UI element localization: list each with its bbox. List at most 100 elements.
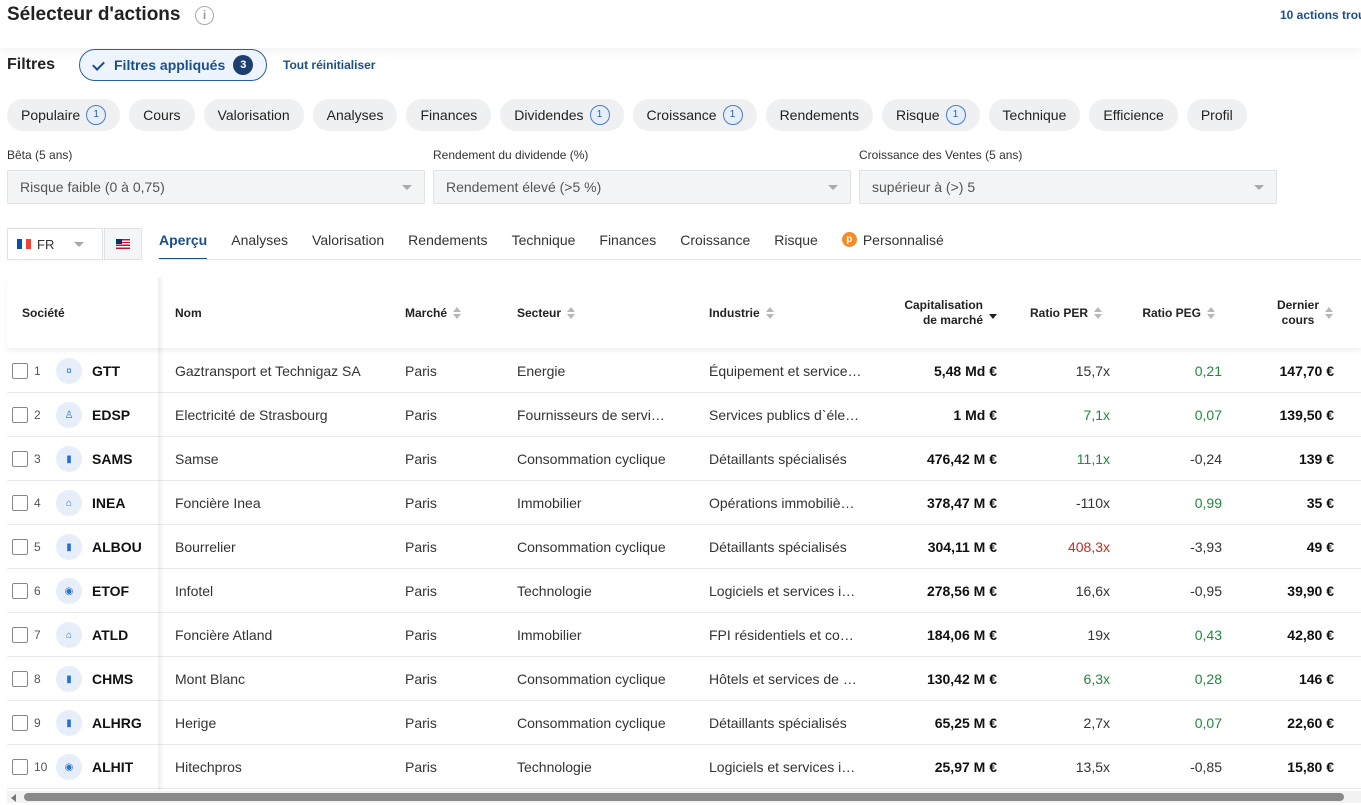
row-checkbox[interactable] (12, 627, 28, 643)
scrollbar-thumb[interactable] (24, 793, 1344, 801)
col-per[interactable]: Ratio PER (1007, 277, 1102, 348)
row-checkbox[interactable] (12, 363, 28, 379)
row-ticker[interactable]: GTT (92, 363, 120, 379)
table-row[interactable]: 2 ♙ EDSP Electricité de Strasbourg Paris Four… (7, 393, 1361, 437)
table-row[interactable]: 3 ▮ SAMS Samse Paris Consommation cyclique Dét… (7, 437, 1361, 481)
sort-icon (765, 306, 774, 319)
row-name[interactable]: Foncière Atland (175, 627, 273, 643)
horizontal-scrollbar[interactable] (7, 791, 1361, 803)
row-ticker[interactable]: ALHIT (92, 759, 134, 775)
row-name[interactable]: Hitechpros (175, 759, 242, 775)
row-name[interactable]: Herige (175, 715, 217, 731)
filter-field-select[interactable]: Risque faible (0 à 0,75) (7, 170, 425, 204)
row-checkbox[interactable] (12, 583, 28, 599)
scroll-left-arrow-icon[interactable] (11, 794, 16, 802)
row-market-cap: 476,42 M € (926, 451, 997, 467)
filter-category-pill[interactable]: Populaire 1 (7, 99, 121, 131)
table-row[interactable]: 7 ⌂ ATLD Foncière Atland Paris Immobilier FPI … (7, 613, 1361, 657)
row-name[interactable]: Samse (175, 451, 219, 467)
company-logo-icon: ⌂ (56, 490, 82, 516)
filter-category-pill[interactable]: Analyses (312, 99, 398, 131)
view-tab[interactable]: Analyses (231, 224, 288, 260)
view-tab[interactable]: Finances (599, 224, 656, 260)
applied-filters-button[interactable]: Filtres appliqués 3 (79, 49, 267, 81)
filter-field-select[interactable]: Rendement élevé (>5 %) (433, 170, 851, 204)
row-checkbox[interactable] (12, 539, 28, 555)
view-tab-label: Valorisation (312, 232, 385, 248)
row-ticker[interactable]: EDSP (92, 407, 131, 423)
row-per: 7,1x (1083, 407, 1110, 423)
filter-category-pill[interactable]: Cours (129, 99, 195, 131)
col-market[interactable]: Marché (405, 277, 505, 348)
view-tab[interactable]: Aperçu (159, 224, 208, 260)
col-market-cap[interactable]: Capitalisation de marché (877, 277, 997, 348)
row-industry: Équipement et service… (709, 363, 862, 379)
chevron-down-icon (828, 184, 838, 190)
table-row[interactable]: 4 ⌂ INEA Foncière Inea Paris Immobilier Opérat… (7, 481, 1361, 525)
applied-filters-count: 3 (233, 55, 254, 75)
table-row[interactable]: 1 ¤ GTT Gaztransport et Technigaz SA Paris En… (7, 349, 1361, 393)
filter-category-pill[interactable]: Dividendes 1 (500, 99, 624, 131)
reset-all-link[interactable]: Tout réinitialiser (283, 58, 376, 72)
row-ticker[interactable]: INEA (92, 495, 126, 511)
row-checkbox[interactable] (12, 671, 28, 687)
row-name[interactable]: Mont Blanc (175, 671, 246, 687)
table-row[interactable]: 5 ▮ ALBOU Bourrelier Paris Consommation cycli… (7, 525, 1361, 569)
row-rank: 7 (34, 628, 41, 642)
table-row[interactable]: 6 ◉ ETOF Infotel Paris Technologie Logiciels e… (7, 569, 1361, 613)
row-name[interactable]: Gaztransport et Technigaz SA (175, 363, 361, 379)
row-checkbox[interactable] (12, 495, 28, 511)
filter-field-label: Rendement du dividende (%) (433, 148, 589, 162)
active-filter-field: Croissance des Ventes (5 ans) supérieur à… (859, 148, 1277, 204)
filter-category-pill[interactable]: Profil (1186, 99, 1247, 131)
table-row[interactable]: 9 ▮ ALHRG Herige Paris Consommation cyclique D… (7, 701, 1361, 745)
info-icon[interactable]: i (195, 6, 214, 25)
col-peg[interactable]: Ratio PEG (1117, 277, 1215, 348)
company-logo-icon: ▮ (56, 446, 82, 472)
col-sector[interactable]: Secteur (517, 277, 667, 348)
filter-field-label: Bêta (5 ans) (7, 148, 73, 162)
view-tab[interactable]: Croissance (680, 224, 750, 260)
table-row[interactable]: 8 ▮ CHMS Mont Blanc Paris Consommation cycliq… (7, 657, 1361, 701)
filter-field-select[interactable]: supérieur à (>) 5 (859, 170, 1277, 204)
row-industry: Hôtels et services de … (709, 671, 857, 687)
row-sector: Energie (517, 363, 566, 379)
view-tab[interactable]: Rendements (408, 224, 487, 260)
us-market-button[interactable] (104, 228, 142, 260)
row-ticker[interactable]: SAMS (92, 451, 133, 467)
row-checkbox[interactable] (12, 715, 28, 731)
table-row[interactable]: 10 ◉ ALHIT Hitechpros Paris Technologie Logici… (7, 745, 1361, 789)
row-ticker[interactable]: ATLD (92, 627, 129, 643)
row-ticker[interactable]: ETOF (92, 583, 130, 599)
row-name[interactable]: Electricité de Strasbourg (175, 407, 328, 423)
filter-category-pill[interactable]: Finances (406, 99, 492, 131)
row-checkbox[interactable] (12, 451, 28, 467)
col-industry[interactable]: Industrie (709, 277, 859, 348)
row-checkbox[interactable] (12, 407, 28, 423)
filter-categories: Populaire 1 Cours Valorisation Analyses Finan… (7, 99, 1247, 131)
view-tab[interactable]: Valorisation (312, 224, 384, 260)
row-name[interactable]: Infotel (175, 583, 214, 599)
filter-category-pill[interactable]: Valorisation (203, 99, 304, 131)
filter-category-pill[interactable]: Rendements (765, 99, 873, 131)
row-ticker[interactable]: ALBOU (92, 539, 142, 555)
view-tab[interactable]: Technique (512, 224, 576, 260)
filter-category-pill[interactable]: Croissance 1 (632, 99, 757, 131)
view-tab[interactable]: Risque (774, 224, 818, 260)
row-checkbox[interactable] (12, 759, 28, 775)
row-peg: 0,21 (1194, 363, 1222, 379)
row-ticker[interactable]: ALHRG (92, 715, 142, 731)
row-name[interactable]: Foncière Inea (175, 495, 261, 511)
market-select[interactable]: FR (7, 228, 103, 260)
col-last-price[interactable]: Dernier cours (1247, 277, 1333, 348)
row-name[interactable]: Bourrelier (175, 539, 236, 555)
row-last-price: 35 € (1306, 495, 1334, 511)
row-ticker[interactable]: CHMS (92, 671, 134, 687)
view-tab[interactable]: p Personnalisé (841, 224, 944, 260)
row-industry: Services publics d`éle… (709, 407, 860, 423)
filter-category-pill[interactable]: Efficience (1089, 99, 1178, 131)
view-tab-label: Croissance (680, 232, 751, 248)
row-rank: 5 (34, 540, 41, 554)
filter-category-pill[interactable]: Risque 1 (881, 99, 980, 131)
filter-category-pill[interactable]: Technique (988, 99, 1081, 131)
